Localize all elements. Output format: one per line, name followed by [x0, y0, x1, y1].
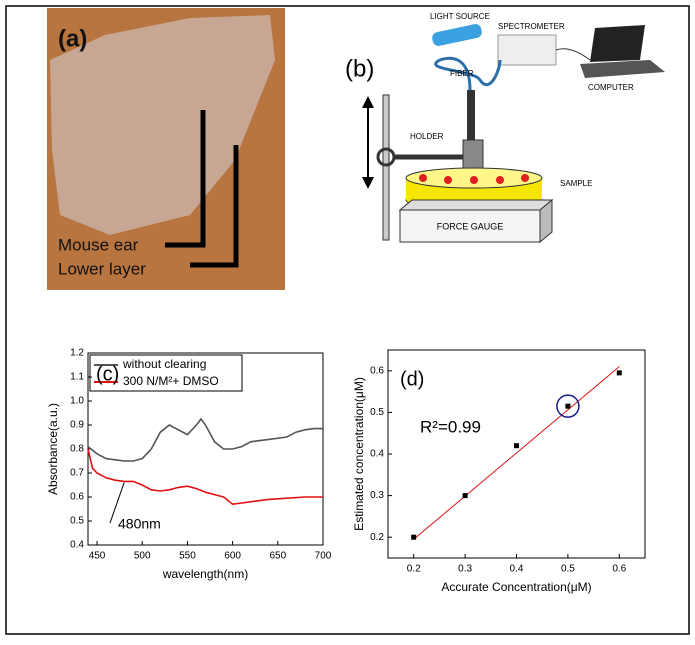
x-tick-label: 650	[269, 551, 286, 562]
dot	[521, 174, 529, 182]
arrow-head	[362, 96, 374, 108]
dot	[496, 176, 504, 184]
fit-line	[414, 367, 620, 540]
dot	[444, 176, 452, 184]
y-tick-label: 0.6	[70, 492, 84, 503]
light-source	[431, 23, 483, 47]
figure: (a) Mouse ear Lower layer (b) LIGHT SOUR…	[0, 0, 695, 640]
panel-label: (d)	[400, 368, 424, 390]
x-tick-label: 500	[134, 551, 151, 562]
y-tick-label: 0.8	[70, 444, 84, 455]
label: HOLDER	[410, 132, 444, 141]
line	[88, 419, 323, 461]
probe	[467, 90, 475, 145]
label: SPECTROMETER	[498, 22, 565, 31]
panel-a: (a) Mouse ear Lower layer	[47, 8, 285, 290]
y-tick-label: 0.3	[370, 490, 384, 501]
label: FIBER	[450, 69, 474, 78]
line	[88, 449, 323, 504]
y-tick-label: 0.4	[70, 540, 84, 551]
point	[463, 493, 468, 498]
x-axis-label: Accurate Concentration(μM)	[441, 580, 591, 594]
laptop-base	[580, 60, 665, 78]
panel-label: (b)	[345, 55, 374, 82]
label: LIGHT SOURCE	[430, 12, 490, 21]
panel-label: (c)	[96, 363, 119, 385]
y-tick-label: 0.9	[70, 420, 84, 431]
holder	[463, 140, 483, 170]
y-tick-label: 0.5	[70, 516, 84, 527]
x-tick-label: 0.3	[458, 564, 472, 575]
gauge-top	[400, 200, 552, 210]
label: COMPUTER	[588, 83, 634, 92]
y-tick-label: 1.1	[70, 372, 84, 383]
y-axis-label: Estimated concentration(μM)	[352, 377, 366, 531]
x-tick-label: 0.5	[561, 564, 575, 575]
cable	[556, 49, 590, 60]
y-tick-label: 1.2	[70, 348, 84, 359]
arrow-head	[362, 177, 374, 189]
y-tick-label: 0.5	[370, 407, 384, 418]
point	[565, 404, 570, 409]
y-tick-label: 0.7	[70, 468, 84, 479]
x-tick-label: 550	[179, 551, 196, 562]
legend-label: 300 N/M²+ DMSO	[123, 374, 219, 388]
laptop-screen	[590, 25, 645, 62]
x-tick-label: 0.6	[612, 564, 626, 575]
spectrometer	[498, 35, 556, 65]
label: SAMPLE	[560, 179, 592, 188]
panel-b: (b) LIGHT SOURCE SPECTROMETER COMPUTER F…	[345, 12, 665, 242]
y-tick-label: 0.2	[370, 532, 384, 543]
label: Mouse ear	[58, 235, 139, 254]
x-tick-label: 600	[224, 551, 241, 562]
label: Lower layer	[58, 259, 146, 278]
x-tick-label: 0.2	[407, 564, 421, 575]
annotation: R²=0.99	[420, 417, 481, 436]
plot-frame	[388, 350, 645, 558]
y-tick-label: 1.0	[70, 396, 84, 407]
dot	[470, 176, 478, 184]
dot	[419, 174, 427, 182]
x-axis-label: wavelength(nm)	[162, 567, 248, 581]
point	[617, 370, 622, 375]
x-tick-label: 450	[89, 551, 106, 562]
y-axis-label: Absorbance(a.u.)	[46, 403, 60, 495]
legend-label: without clearing	[122, 357, 206, 371]
label: FORCE GAUGE	[437, 221, 504, 231]
panel-label: (a)	[58, 25, 87, 52]
x-tick-label: 0.4	[510, 564, 524, 575]
x-tick-label: 700	[315, 551, 332, 562]
y-tick-label: 0.6	[370, 365, 384, 376]
stand	[383, 95, 389, 240]
y-tick-label: 0.4	[370, 449, 384, 460]
annotation: 480nm	[118, 516, 161, 532]
point	[514, 443, 519, 448]
point	[411, 535, 416, 540]
